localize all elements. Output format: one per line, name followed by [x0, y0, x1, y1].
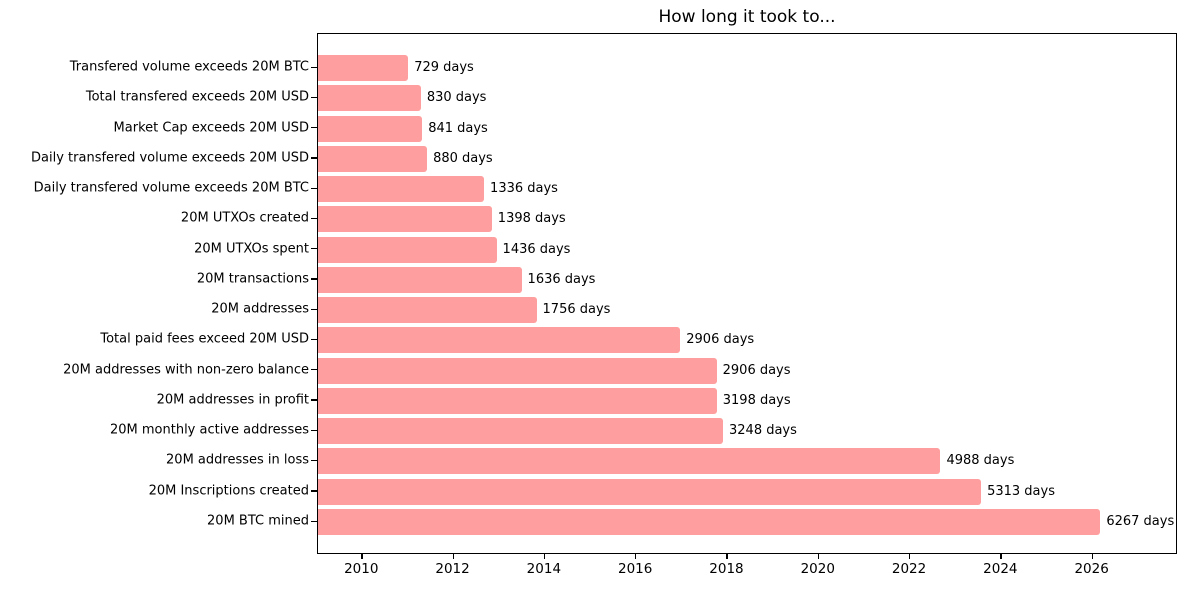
x-tick	[635, 554, 637, 559]
y-tick-label: Market Cap exceeds 20M USD	[113, 120, 309, 136]
y-tick-label: 20M monthly active addresses	[109, 422, 309, 438]
y-tick	[311, 278, 317, 280]
x-tick-label: 2014	[526, 561, 562, 577]
x-tick	[452, 554, 454, 559]
y-tick-label: 20M transactions	[196, 271, 309, 287]
x-tick-label: 2012	[435, 561, 470, 577]
y-tick	[311, 459, 317, 462]
y-tick-label: 20M UTXOs created	[180, 210, 309, 226]
y-tick-label: Transfered volume exceeds 20M BTC	[69, 59, 309, 75]
y-tick	[311, 96, 317, 99]
bar	[318, 206, 492, 233]
bar	[318, 327, 681, 354]
bar	[318, 448, 941, 475]
chart-title: How long it took to...	[658, 7, 836, 27]
y-tick-label: 20M addresses with non-zero balance	[63, 362, 309, 378]
bar	[318, 387, 717, 414]
bar-value-label: 6267 days	[1106, 514, 1175, 529]
y-tick	[311, 66, 317, 68]
x-tick	[726, 554, 728, 559]
bar-value-label: 1336 days	[490, 181, 558, 197]
bar	[318, 297, 537, 324]
y-tick	[311, 157, 317, 159]
x-tick-label: 2026	[1074, 561, 1109, 577]
y-tick-label: Daily transfered volume exceeds 20M USD	[31, 150, 309, 166]
bar-value-label: 3248 days	[729, 423, 797, 439]
x-tick	[1000, 554, 1002, 559]
y-tick-label: Total transfered exceeds 20M USD	[85, 89, 309, 105]
y-tick-label: 20M Inscriptions created	[148, 483, 309, 499]
y-tick	[311, 369, 317, 371]
bar-value-label: 4988 days	[946, 453, 1015, 469]
y-tick-label: 20M UTXOs spent	[194, 241, 309, 257]
y-tick-label: Total paid fees exceed 20M USD	[100, 331, 309, 347]
y-tick	[311, 429, 317, 431]
x-tick-label: 2020	[800, 561, 835, 577]
x-tick-label: 2024	[983, 561, 1018, 577]
y-tick-label: 20M addresses in profit	[156, 392, 309, 408]
x-tick	[361, 554, 363, 559]
x-tick-label: 2018	[709, 561, 744, 577]
bar-value-label: 5313 days	[987, 483, 1055, 499]
y-tick	[311, 490, 317, 492]
x-tick-label: 2010	[344, 561, 379, 577]
y-tick	[311, 248, 317, 250]
plot-area: 729 days 830 days 841 days 880 days 1336 day…	[317, 33, 1177, 554]
x-tick	[909, 554, 911, 559]
bar	[318, 357, 717, 384]
y-tick	[311, 520, 317, 522]
bar	[318, 509, 1101, 535]
y-axis-labels: Transfered volume exceeds 20M BTC Total t…	[0, 33, 309, 554]
bar-value-label: 830 days	[426, 90, 487, 106]
bar	[318, 85, 421, 112]
bar-value-label: 1756 days	[542, 302, 611, 318]
x-tick	[1091, 554, 1093, 559]
bar	[318, 236, 497, 263]
bar	[318, 418, 723, 445]
bar	[318, 115, 423, 142]
bar	[318, 55, 409, 81]
y-tick	[311, 338, 317, 341]
y-tick	[311, 127, 317, 129]
y-tick-label: Daily transfered volume exceeds 20M BTC	[33, 180, 309, 196]
bar-value-label: 2906 days	[722, 362, 791, 378]
bar-value-label: 1398 days	[497, 211, 566, 227]
y-tick	[311, 187, 317, 189]
x-tick-label: 2022	[891, 561, 927, 577]
y-tick	[311, 217, 317, 220]
y-tick	[311, 399, 317, 401]
bar-value-label: 880 days	[433, 150, 493, 166]
bar-value-label: 1636 days	[527, 271, 596, 287]
bar	[318, 266, 522, 293]
bar	[318, 145, 428, 172]
bar-value-label: 1436 days	[502, 241, 571, 257]
bar	[318, 176, 485, 203]
y-tick-label: 20M addresses	[211, 301, 309, 317]
bar-value-label: 841 days	[428, 120, 488, 136]
bar-value-label: 2906 days	[686, 332, 755, 348]
bar-value-label: 3198 days	[722, 392, 791, 408]
y-tick-label: 20M addresses in loss	[166, 452, 309, 468]
x-tick-label: 2016	[617, 561, 653, 577]
bar-value-label: 729 days	[414, 60, 474, 75]
y-tick-label: 20M BTC mined	[207, 513, 309, 529]
x-tick	[817, 554, 820, 559]
x-tick	[543, 554, 546, 559]
y-tick	[311, 308, 317, 310]
bar	[318, 478, 982, 505]
